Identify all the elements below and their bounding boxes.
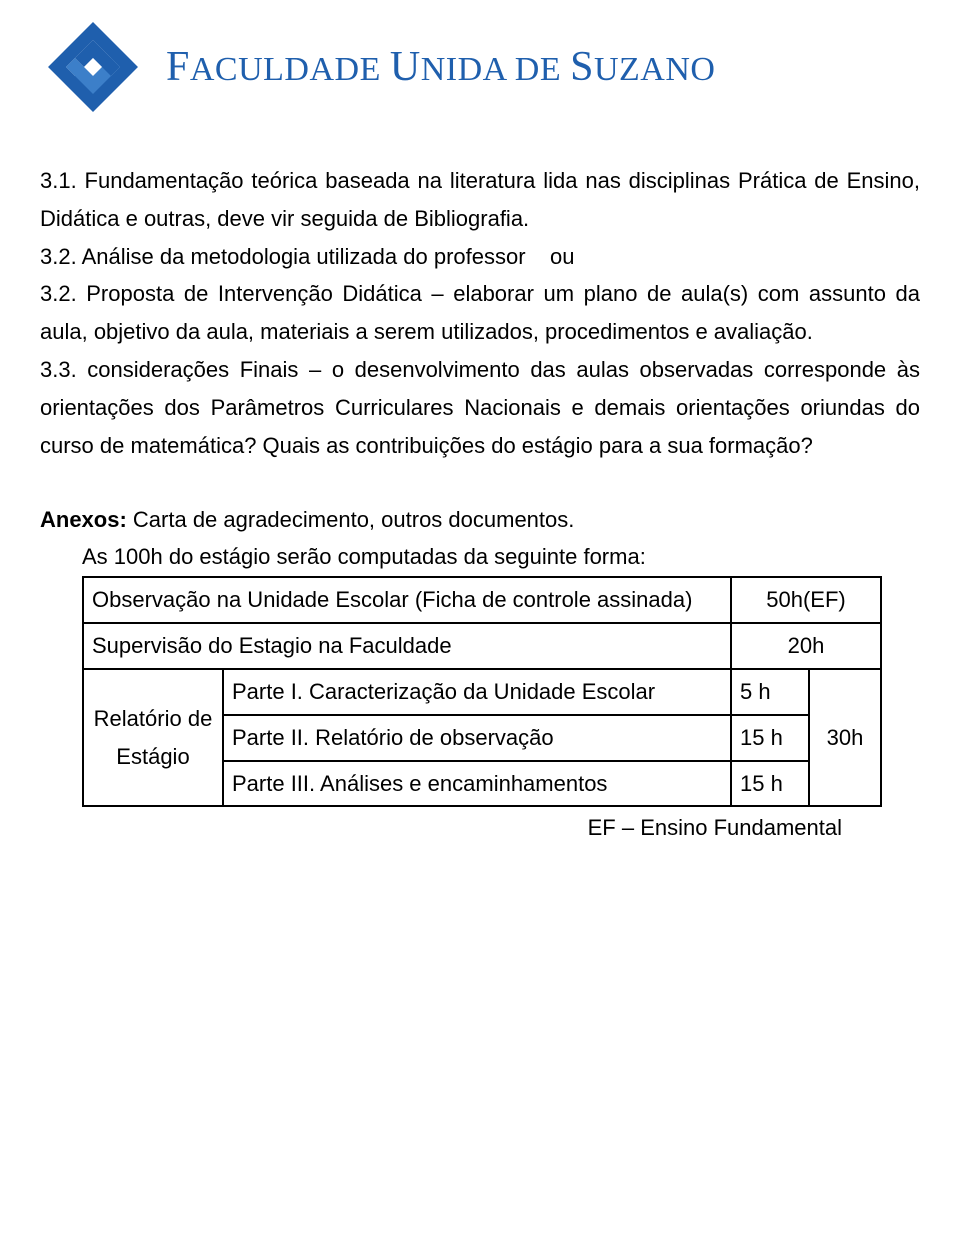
- cell-parte3-hours: 15 h: [731, 761, 809, 807]
- paragraph-3-1: 3.1. Fundamentação teórica baseada na li…: [40, 162, 920, 238]
- cell-parte1: Parte I. Caracterização da Unidade Escol…: [223, 669, 731, 715]
- anexos-label: Anexos:: [40, 507, 127, 532]
- cell-observacao: Observação na Unidade Escolar (Ficha de …: [83, 577, 731, 623]
- cell-parte3: Parte III. Análises e encaminhamentos: [223, 761, 731, 807]
- cell-relatorio-label: Relatório de Estágio: [83, 669, 223, 806]
- paragraph-3-2b: 3.2. Proposta de Intervenção Didática – …: [40, 275, 920, 351]
- cell-supervisao: Supervisão do Estagio na Faculdade: [83, 623, 731, 669]
- cell-relatorio-total: 30h: [809, 669, 881, 806]
- cell-parte1-hours: 5 h: [731, 669, 809, 715]
- institution-logo-icon: [40, 14, 146, 120]
- document-body: 3.1. Fundamentação teórica baseada na li…: [40, 162, 920, 847]
- anexos-text: Carta de agradecimento, outros documento…: [127, 507, 575, 532]
- table-row: Relatório de Estágio Parte I. Caracteriz…: [83, 669, 881, 715]
- table-row: Observação na Unidade Escolar (Ficha de …: [83, 577, 881, 623]
- institution-title: FACULDADE UNIDA DE SUZANO: [166, 43, 715, 91]
- cell-supervisao-hours: 20h: [731, 623, 881, 669]
- footnote: EF – Ensino Fundamental: [40, 809, 920, 847]
- cell-parte2: Parte II. Relatório de observação: [223, 715, 731, 761]
- paragraph-3-3: 3.3. considerações Finais – o desenvolvi…: [40, 351, 920, 464]
- hours-table: Observação na Unidade Escolar (Ficha de …: [82, 576, 882, 807]
- cell-parte2-hours: 15 h: [731, 715, 809, 761]
- table-intro: As 100h do estágio serão computadas da s…: [40, 538, 920, 576]
- paragraph-3-2a: 3.2. Análise da metodologia utilizada do…: [40, 238, 920, 276]
- cell-observacao-hours: 50h(EF): [731, 577, 881, 623]
- page-header: FACULDADE UNIDA DE SUZANO: [40, 14, 920, 120]
- anexos-line: Anexos: Carta de agradecimento, outros d…: [40, 501, 920, 539]
- table-row: Supervisão do Estagio na Faculdade 20h: [83, 623, 881, 669]
